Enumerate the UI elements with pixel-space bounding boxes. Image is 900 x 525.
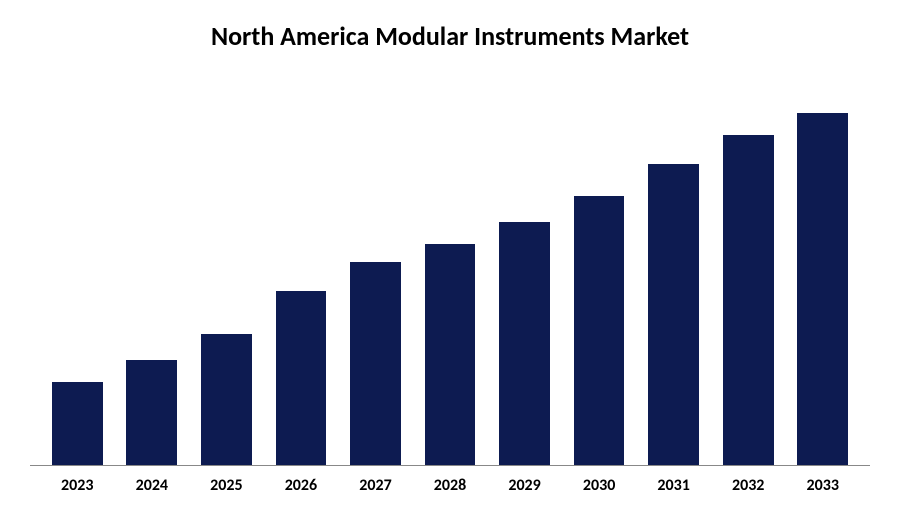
bar-2029 (499, 222, 550, 465)
bar-wrapper (115, 102, 190, 465)
bar-wrapper (338, 102, 413, 465)
bar-wrapper (785, 102, 860, 465)
x-axis-label: 2031 (636, 476, 711, 495)
bar-2025 (201, 334, 252, 465)
bar-wrapper (562, 102, 637, 465)
chart-container: North America Modular Instruments Market… (0, 0, 900, 525)
x-axis-label: 2028 (413, 476, 488, 495)
bar-wrapper (711, 102, 786, 465)
bar-2024 (126, 360, 177, 465)
x-axis-label: 2024 (115, 476, 190, 495)
bar-2027 (350, 262, 401, 465)
x-axis-label: 2026 (264, 476, 339, 495)
bar-2032 (723, 135, 774, 465)
x-axis-label: 2032 (711, 476, 786, 495)
bar-wrapper (264, 102, 339, 465)
bar-2030 (574, 196, 625, 465)
bar-2033 (797, 113, 848, 465)
x-axis-label: 2025 (189, 476, 264, 495)
x-axis-label: 2033 (785, 476, 860, 495)
bar-2026 (276, 291, 327, 465)
bar-wrapper (413, 102, 488, 465)
x-axis-label: 2029 (487, 476, 562, 495)
bar-wrapper (40, 102, 115, 465)
bar-2031 (648, 164, 699, 465)
x-axis: 2023 2024 2025 2026 2027 2028 2029 2030 … (30, 466, 870, 495)
bar-wrapper (487, 102, 562, 465)
x-axis-label: 2023 (40, 476, 115, 495)
bar-wrapper (189, 102, 264, 465)
x-axis-label: 2030 (562, 476, 637, 495)
x-axis-label: 2027 (338, 476, 413, 495)
plot-area (30, 102, 870, 466)
chart-title: North America Modular Instruments Market (30, 20, 870, 52)
bar-2023 (52, 382, 103, 465)
bar-wrapper (636, 102, 711, 465)
bar-2028 (425, 244, 476, 465)
